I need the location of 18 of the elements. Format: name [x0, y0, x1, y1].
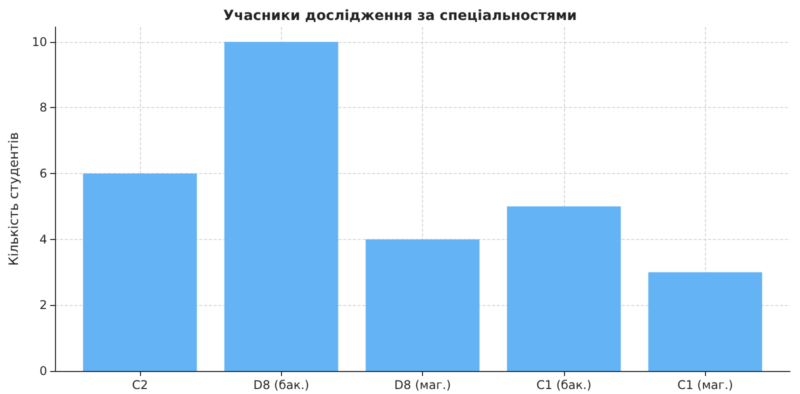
bar — [224, 42, 338, 371]
x-tick-label: D8 (маг.) — [394, 378, 451, 392]
x-tick-label: C1 (маг.) — [677, 378, 734, 392]
y-tick-label: 2 — [40, 298, 48, 312]
x-tick-label: C2 — [132, 378, 148, 392]
chart-title: Учасники дослідження за спеціальностями — [223, 8, 577, 24]
y-tick-label: 0 — [40, 364, 48, 378]
x-tick-label: D8 (бак.) — [253, 378, 310, 392]
bar — [83, 173, 197, 371]
bar — [366, 239, 480, 371]
bar — [506, 206, 621, 371]
y-tick-label: 6 — [40, 166, 48, 180]
y-tick-label: 4 — [40, 232, 48, 246]
y-tick-label: 8 — [40, 100, 48, 115]
y-tick-label: 10 — [32, 34, 48, 49]
bar — [648, 272, 762, 371]
y-axis-title: Кількість студентів — [7, 132, 22, 266]
x-tick-label: C1 (бак.) — [536, 378, 592, 392]
